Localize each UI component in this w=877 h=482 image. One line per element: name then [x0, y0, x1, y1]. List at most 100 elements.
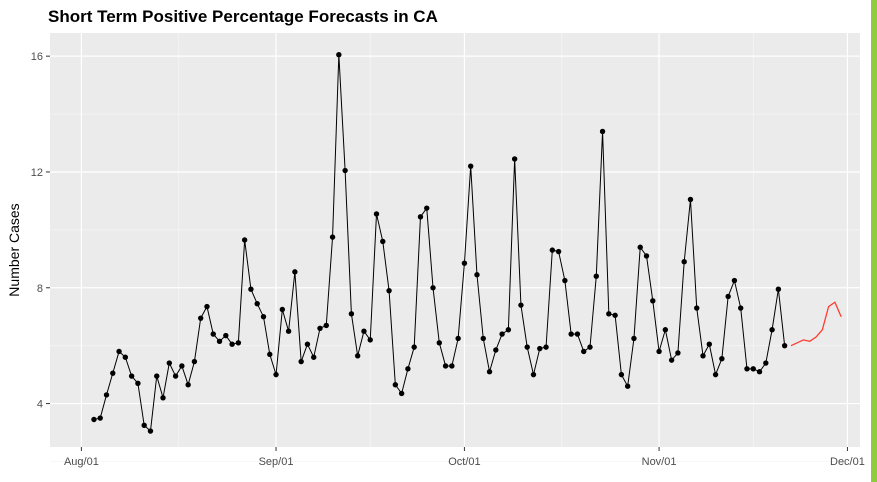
data-point: [468, 163, 474, 169]
data-point: [128, 373, 135, 379]
data-point: [311, 354, 317, 360]
data-point: [643, 253, 650, 259]
data-point: [436, 340, 442, 346]
data-point: [568, 331, 574, 337]
y-tick-label: 16: [31, 51, 43, 63]
data-point: [606, 311, 612, 317]
data-point: [354, 353, 361, 359]
data-point: [650, 298, 656, 304]
plot-panel: [50, 33, 860, 447]
data-point: [775, 286, 782, 292]
data-point: [361, 328, 367, 334]
data-point: [424, 205, 430, 211]
data-point: [700, 353, 706, 359]
data-point: [298, 358, 304, 365]
data-point: [417, 214, 424, 220]
data-point: [116, 348, 122, 355]
forecast-series-line: [790, 301, 842, 347]
data-point: [248, 286, 254, 292]
data-point: [185, 382, 191, 388]
data-point: [342, 167, 348, 174]
data-point: [555, 248, 562, 255]
data-point: [618, 371, 625, 378]
data-point: [97, 415, 103, 421]
data-point: [744, 366, 750, 372]
data-point: [587, 344, 593, 350]
data-point: [380, 238, 386, 245]
data-point: [499, 331, 505, 337]
data-point: [292, 269, 298, 275]
data-point: [235, 340, 242, 346]
data-point: [763, 360, 769, 366]
y-tick-label: 4: [37, 399, 43, 411]
data-point: [574, 331, 581, 337]
data-point: [323, 322, 329, 329]
data-point: [210, 331, 216, 337]
data-point: [461, 260, 468, 266]
x-tick-label: Oct/01: [448, 456, 480, 468]
data-point: [179, 363, 185, 369]
data-point: [103, 392, 110, 398]
data-point: [599, 128, 606, 135]
data-point: [279, 306, 286, 313]
chart-title: Short Term Positive Percentage Forecasts…: [48, 7, 438, 26]
data-point: [486, 369, 493, 375]
data-point: [725, 293, 731, 300]
data-point: [480, 335, 486, 342]
data-point: [135, 380, 141, 387]
data-point: [304, 341, 311, 347]
data-point: [267, 351, 273, 358]
data-point: [581, 348, 587, 355]
y-tick-label: 12: [31, 167, 43, 179]
data-point: [392, 382, 399, 388]
data-point: [373, 211, 380, 217]
data-point: [668, 357, 675, 363]
data-point: [675, 350, 681, 356]
data-point: [530, 371, 537, 378]
data-point: [285, 328, 292, 334]
data-point: [656, 348, 662, 355]
data-point: [147, 428, 154, 434]
data-point: [493, 347, 499, 353]
data-point: [405, 366, 411, 372]
data-point: [260, 314, 267, 320]
data-point: [662, 327, 669, 333]
data-point: [474, 272, 480, 278]
data-point: [166, 360, 172, 366]
data-point: [537, 345, 543, 352]
data-point: [518, 302, 524, 308]
data-point: [411, 344, 417, 350]
data-point: [543, 344, 549, 350]
data-point: [524, 344, 530, 350]
data-point: [756, 369, 763, 375]
data-point: [549, 247, 556, 253]
data-point: [198, 315, 204, 321]
data-point: [367, 337, 373, 343]
data-point: [348, 311, 355, 317]
data-point: [681, 259, 687, 265]
data-point: [505, 327, 512, 333]
data-point: [637, 244, 643, 250]
data-point: [141, 422, 147, 428]
data-point: [317, 325, 323, 331]
data-point: [612, 312, 618, 318]
axis-ticks: [46, 55, 848, 451]
data-point: [455, 335, 461, 342]
data-point: [204, 303, 210, 310]
data-point: [694, 305, 700, 311]
data-point: [430, 285, 436, 291]
data-point: [687, 196, 694, 203]
y-axis-title: Number Cases: [6, 203, 22, 296]
data-point: [511, 156, 518, 162]
grid-minor: [50, 33, 860, 462]
data-point: [122, 354, 129, 360]
grid-major: [50, 33, 860, 447]
data-point: [336, 52, 342, 58]
data-point: [216, 338, 223, 345]
data-point: [631, 335, 637, 342]
data-point: [329, 234, 336, 240]
x-tick-label: Dec/01: [830, 456, 865, 468]
x-tick-label: Nov/01: [642, 456, 677, 468]
window-accent-bar: [871, 0, 877, 482]
data-point: [706, 341, 712, 347]
